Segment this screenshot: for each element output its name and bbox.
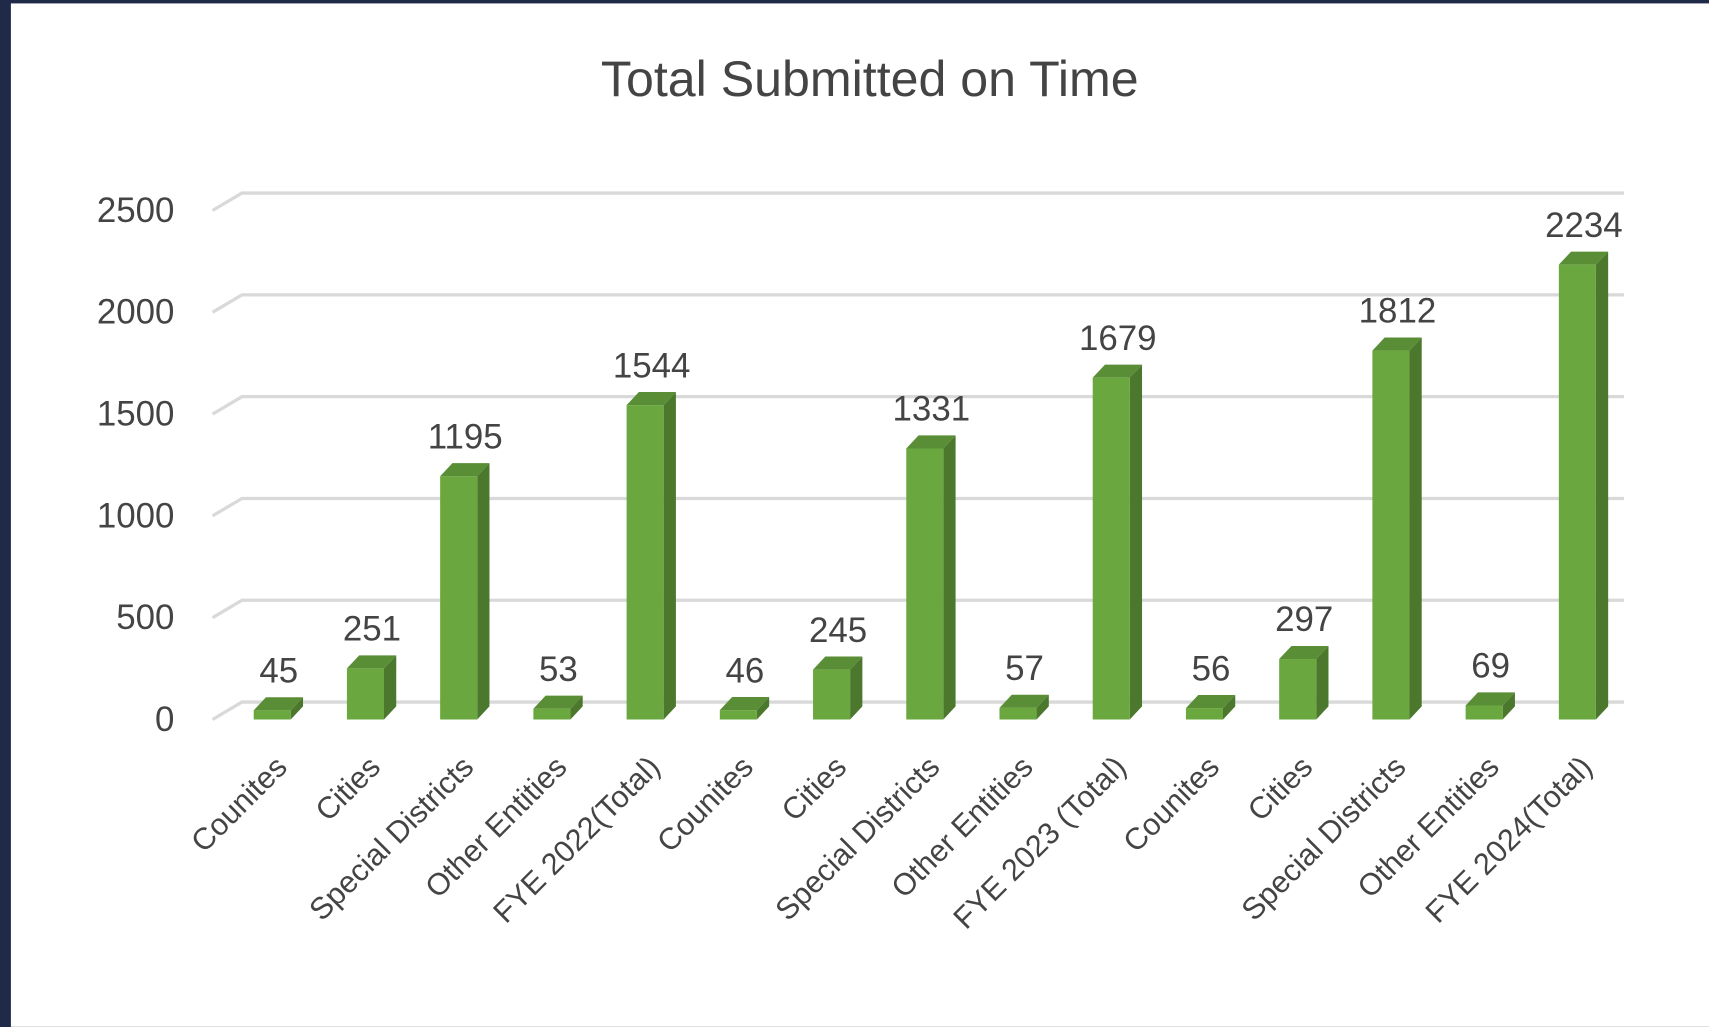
bar-side xyxy=(477,463,490,720)
y-tick-label: 0 xyxy=(155,700,174,739)
bar-side xyxy=(1595,251,1609,720)
data-label: 53 xyxy=(539,650,578,689)
bar-side xyxy=(1409,337,1422,720)
bar-top xyxy=(719,697,770,711)
bar-front xyxy=(1465,705,1503,720)
grid-line xyxy=(211,191,1624,212)
bar-top xyxy=(1465,692,1515,706)
bar-top xyxy=(626,392,676,406)
chart-title: Total Submitted on Time xyxy=(601,51,1139,107)
grid-line xyxy=(211,293,1624,314)
bar-side xyxy=(1502,692,1515,720)
bar-top xyxy=(1372,337,1422,351)
bar xyxy=(1372,337,1422,720)
bar-top xyxy=(1092,364,1143,378)
data-label: 69 xyxy=(1471,647,1510,686)
bar-side xyxy=(663,392,676,720)
bar-front xyxy=(1279,659,1317,720)
bar-front xyxy=(440,476,478,720)
bar-side xyxy=(1316,645,1329,720)
y-tick-label: 2500 xyxy=(97,191,175,230)
bar-top xyxy=(1558,251,1609,265)
bar-side xyxy=(383,655,397,720)
bar xyxy=(1279,645,1329,720)
bar-front xyxy=(1185,708,1224,720)
bar-side xyxy=(570,695,583,720)
bar-front xyxy=(1372,350,1410,720)
bar xyxy=(626,392,676,720)
bar-top xyxy=(906,435,956,449)
bar-side xyxy=(943,435,956,720)
bar xyxy=(346,655,397,720)
grid-line xyxy=(211,700,1624,721)
bar-top xyxy=(346,655,397,669)
chart-background xyxy=(10,3,1709,1027)
bar xyxy=(999,694,1049,720)
bar-side xyxy=(850,656,863,720)
data-label: 2234 xyxy=(1545,206,1623,245)
bar-top xyxy=(1279,645,1329,660)
bar-side xyxy=(1223,695,1236,720)
data-label: 1331 xyxy=(893,390,971,429)
data-label: 46 xyxy=(725,651,764,690)
bar xyxy=(1465,692,1515,720)
bar-top xyxy=(1185,695,1236,709)
bar-front xyxy=(346,668,384,720)
y-tick-label: 500 xyxy=(116,598,174,637)
data-label: 57 xyxy=(1005,649,1044,688)
bar xyxy=(1558,251,1609,720)
bar xyxy=(906,435,956,720)
bar xyxy=(1185,695,1236,720)
bar-top xyxy=(440,463,490,477)
data-label: 251 xyxy=(343,610,401,649)
grid-line xyxy=(211,598,1624,620)
bar-side xyxy=(1036,694,1049,720)
data-label: 1679 xyxy=(1079,319,1157,358)
bar-side xyxy=(290,697,304,720)
bar-top xyxy=(999,694,1049,708)
data-label: 56 xyxy=(1192,649,1231,688)
data-label: 45 xyxy=(259,651,298,690)
data-label: 1544 xyxy=(613,346,691,385)
bar xyxy=(1092,364,1143,720)
bar-front xyxy=(999,707,1037,720)
data-label: 297 xyxy=(1275,600,1333,639)
bar-front xyxy=(253,710,291,720)
bar-front xyxy=(813,669,851,720)
bar xyxy=(533,695,583,720)
bar xyxy=(813,656,863,720)
bar-top xyxy=(533,695,583,709)
y-tick-label: 1500 xyxy=(97,394,175,433)
bar-front xyxy=(533,708,571,720)
grid-line xyxy=(211,395,1624,416)
bar-side xyxy=(1129,364,1143,720)
data-label: 1195 xyxy=(428,417,503,456)
bar-top xyxy=(253,697,304,711)
y-tick-label: 1000 xyxy=(97,496,175,535)
grid-line xyxy=(211,496,1624,518)
bar-front xyxy=(626,405,664,720)
bar-front xyxy=(906,448,944,720)
bar xyxy=(440,463,490,720)
data-label: 245 xyxy=(809,611,867,650)
y-tick-label: 2000 xyxy=(97,293,175,332)
bar-front xyxy=(719,710,757,720)
bar xyxy=(253,697,304,720)
bar-front xyxy=(1558,264,1596,720)
bar-top xyxy=(813,656,863,670)
bar-side xyxy=(756,697,770,720)
data-label: 1812 xyxy=(1359,292,1437,331)
bar-front xyxy=(1092,377,1130,720)
bar xyxy=(719,697,770,720)
